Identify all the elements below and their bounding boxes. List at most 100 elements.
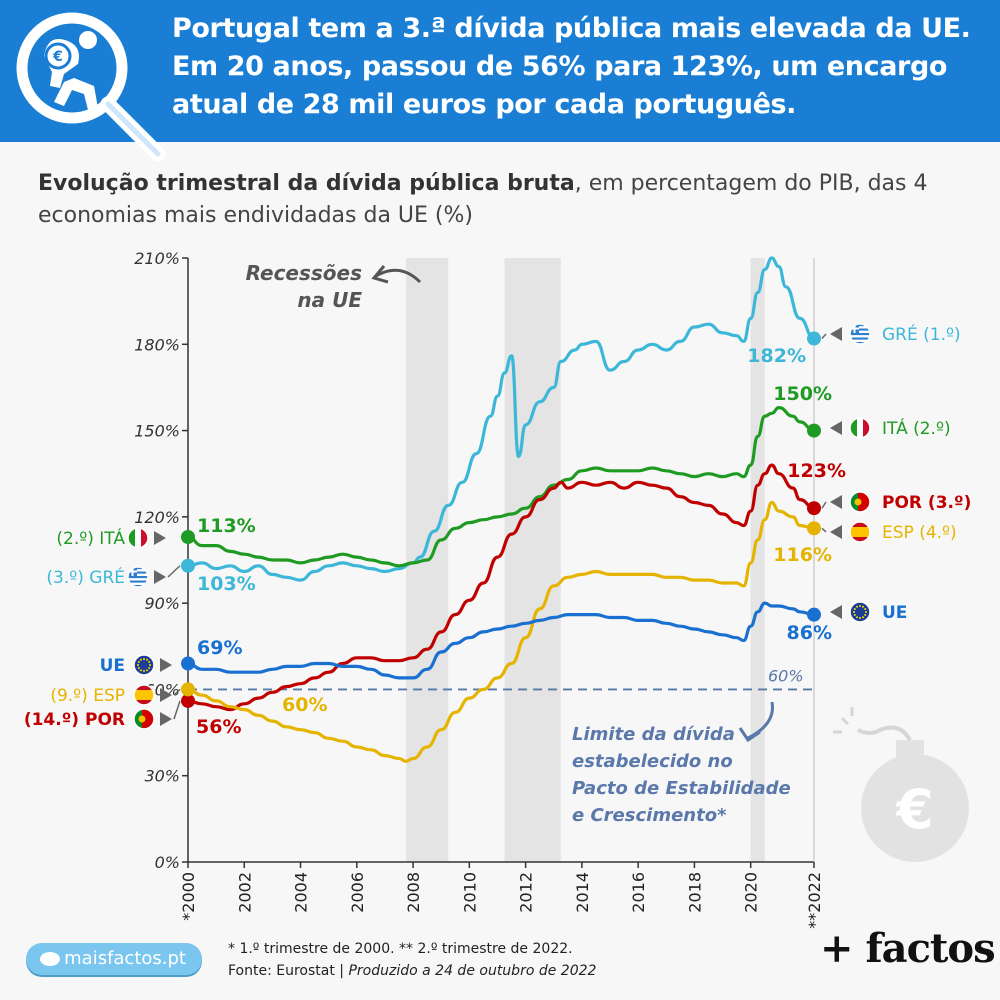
x-tick-label: 2012	[517, 872, 536, 913]
start-pointer-icon	[154, 570, 166, 584]
recession-arrowhead-icon	[371, 265, 389, 284]
headline: Portugal tem a 3.ª dívida pública mais e…	[172, 13, 971, 120]
start-label-spain: (9.º) ESP	[50, 686, 125, 706]
x-tick-label: 2018	[685, 872, 704, 913]
series-line-italy	[187, 406, 815, 568]
end-leader-line	[821, 333, 827, 340]
start-point-portugal	[181, 693, 195, 708]
chart-subtitle: Evolução trimestral da dívida pública br…	[38, 168, 978, 232]
y-tick-label: 210%	[134, 249, 180, 268]
header-banner: € Portugal tem a 3.ª dívida pública mais…	[0, 0, 1000, 162]
brand-logo: + factos	[820, 925, 996, 972]
start-point-spain	[181, 682, 195, 697]
end-label-eu: UE	[882, 603, 907, 623]
svg-text:€: €	[894, 778, 934, 841]
start-pointer-icon	[154, 531, 166, 545]
end-point-greece	[807, 331, 821, 346]
series-labels: (3.º) GRÉ 103% 182% GRÉ (1.º) (2.º) ITÁ 113% 1…	[24, 323, 972, 738]
x-tick-label: 2002	[235, 872, 254, 913]
limit-annotation-line: e Crescimento*	[572, 805, 727, 826]
end-point-italy	[807, 423, 821, 438]
start-value-spain: 60%	[282, 694, 327, 716]
y-tick-label: 30%	[144, 767, 180, 786]
flag-portugal-icon	[133, 708, 155, 730]
end-value-eu: 86%	[787, 622, 832, 644]
flag-italy-icon	[127, 527, 149, 549]
y-tick-label: 90%	[144, 594, 180, 613]
limit-arrowhead-icon	[738, 727, 761, 743]
recession-band-1	[504, 258, 561, 862]
end-label-spain: ESP (4.º)	[882, 523, 957, 543]
labels-italy: (2.º) ITÁ 113% 150% ITÁ (2.º)	[56, 383, 950, 549]
limit-annotation-line: estabelecido no	[572, 751, 733, 772]
end-point-eu	[807, 607, 821, 622]
flag-spain-icon	[849, 521, 871, 543]
end-value-spain: 116%	[773, 544, 832, 566]
y-tick-label: 180%	[134, 335, 180, 354]
series-lines	[181, 256, 821, 763]
flag-portugal-icon	[849, 491, 871, 513]
recession-band-2	[750, 258, 765, 862]
start-label-italy: (2.º) ITÁ	[56, 527, 125, 549]
end-pointer-icon	[830, 525, 842, 539]
end-pointer-icon	[830, 327, 842, 341]
produced-date: Produzido a 24 de outubro de 2022	[348, 963, 597, 979]
x-tick-label: 2016	[629, 872, 648, 913]
y-tick-label: 120%	[134, 508, 180, 527]
subtitle-bold: Evolução trimestral da dívida pública br…	[38, 171, 575, 196]
source-text: Fonte: Eurostat |	[228, 963, 349, 979]
labels-greece: (3.º) GRÉ 103% 182% GRÉ (1.º)	[46, 323, 960, 595]
end-pointer-icon	[830, 495, 842, 509]
y-tick-label: 0%	[155, 853, 180, 872]
chart-axes: 0% 30% 60% 90% 120% 150% 180% 210% *2000 2002 2004…	[134, 249, 824, 929]
svg-text:€: €	[52, 49, 63, 65]
website-link[interactable]: maisfactos.pt	[26, 943, 202, 975]
end-label-italy: ITÁ (2.º)	[882, 417, 951, 439]
series-line-portugal	[187, 463, 815, 712]
start-label-greece: (3.º) GRÉ	[46, 566, 125, 588]
labels-eu: UE 69% 86% UE	[100, 601, 907, 676]
series-line-spain	[187, 500, 815, 763]
end-label-greece: GRÉ (1.º)	[882, 323, 961, 345]
limit-annotation-line: Pacto de Estabilidade	[572, 778, 791, 799]
start-point-eu	[181, 656, 195, 671]
end-pointer-icon	[830, 605, 842, 619]
start-leader-line	[167, 565, 181, 578]
start-value-italy: 113%	[197, 515, 256, 537]
magnifier-logo-icon: €	[16, 12, 166, 162]
start-pointer-icon	[160, 658, 172, 672]
start-label-eu: UE	[100, 656, 125, 676]
x-tick-label: 2014	[573, 872, 592, 913]
start-leader-line	[173, 688, 181, 696]
flag-greece-icon	[127, 566, 149, 588]
start-pointer-icon	[160, 712, 172, 726]
limit-annotation: Limite da dívida estabelecido no Pacto de …	[572, 724, 791, 826]
labels-portugal: (14.º) POR 56% 123% POR (3.º)	[24, 460, 972, 738]
limit-value-label: 60%	[768, 666, 804, 685]
start-leader-line	[173, 700, 181, 720]
recession-label-line: Recessões	[246, 261, 363, 285]
end-value-portugal: 123%	[787, 460, 846, 482]
end-value-greece: 182%	[747, 345, 806, 367]
end-leader-line	[821, 501, 827, 509]
recession-label: Recessões na UE	[246, 261, 363, 312]
chart-annotations: Recessões na UE €	[246, 261, 969, 862]
end-pointer-icon	[830, 421, 842, 435]
start-value-greece: 103%	[197, 573, 256, 595]
x-tick-label: 2006	[348, 872, 367, 913]
recession-bands	[406, 258, 765, 862]
x-tick-label: **2022	[805, 872, 824, 929]
flag-spain-icon	[133, 684, 155, 706]
series-line-eu	[187, 601, 815, 680]
source-line: Fonte: Eurostat | Produzido a 24 de outu…	[228, 960, 596, 982]
end-label-portugal: POR (3.º)	[882, 493, 971, 513]
footnote: * 1.º trimestre de 2000. ** 2.º trimestr…	[228, 938, 596, 982]
end-point-portugal	[807, 501, 821, 516]
subtitle-rest: , em percentagem do PIB, das 4 economias…	[38, 171, 928, 228]
start-point-greece	[181, 558, 195, 573]
website-label: maisfactos.pt	[64, 948, 186, 969]
start-value-portugal: 56%	[196, 716, 241, 738]
start-value-eu: 69%	[197, 637, 242, 659]
start-pointer-icon	[160, 688, 172, 702]
